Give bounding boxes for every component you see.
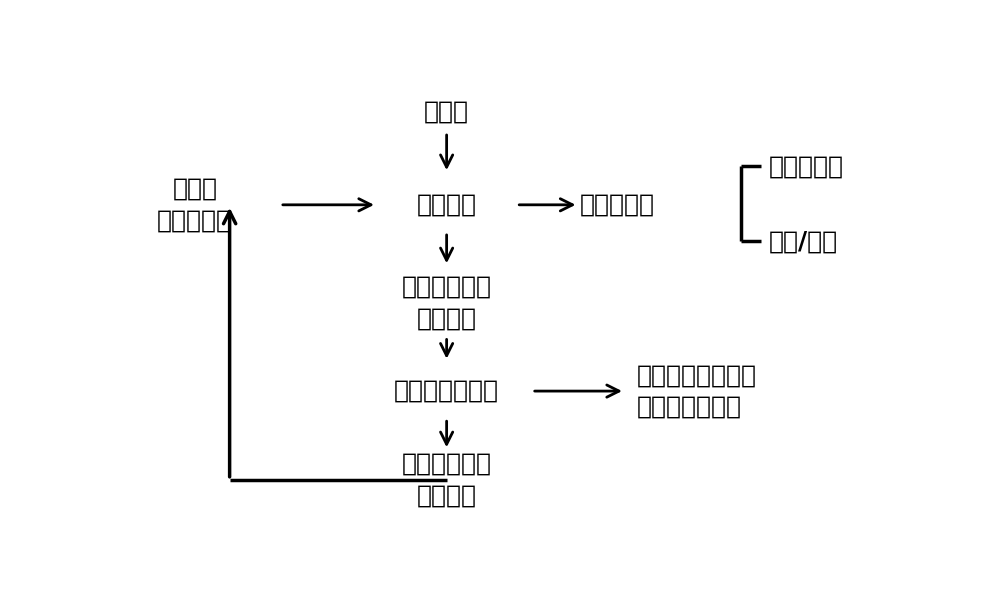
- Text: 脱附液: 脱附液: [424, 100, 469, 124]
- Text: 电化学沉积系统: 电化学沉积系统: [394, 379, 499, 403]
- Text: 回用/外排: 回用/外排: [768, 229, 837, 253]
- Text: 位于电化学系统阴
极的重金属固体: 位于电化学系统阴 极的重金属固体: [637, 363, 757, 419]
- Text: 进一步处理: 进一步处理: [768, 154, 843, 178]
- Text: 富集系统: 富集系统: [417, 193, 477, 217]
- Text: 含重金属离子
脱附浓液: 含重金属离子 脱附浓液: [402, 275, 492, 330]
- Text: 含重金属离子
脱附稀液: 含重金属离子 脱附稀液: [402, 452, 492, 507]
- Text: 低浓度
重金属废水: 低浓度 重金属废水: [157, 177, 232, 232]
- Text: 处理后的水: 处理后的水: [580, 193, 655, 217]
